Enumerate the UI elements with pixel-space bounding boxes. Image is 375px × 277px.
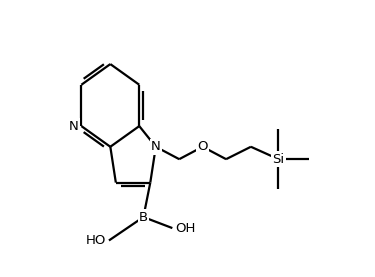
Text: HO: HO [86, 234, 106, 247]
Text: Si: Si [272, 153, 285, 166]
Text: B: B [139, 211, 148, 224]
Text: OH: OH [175, 222, 195, 235]
Text: N: N [69, 120, 79, 133]
Text: N: N [151, 140, 160, 153]
Text: O: O [197, 140, 208, 153]
